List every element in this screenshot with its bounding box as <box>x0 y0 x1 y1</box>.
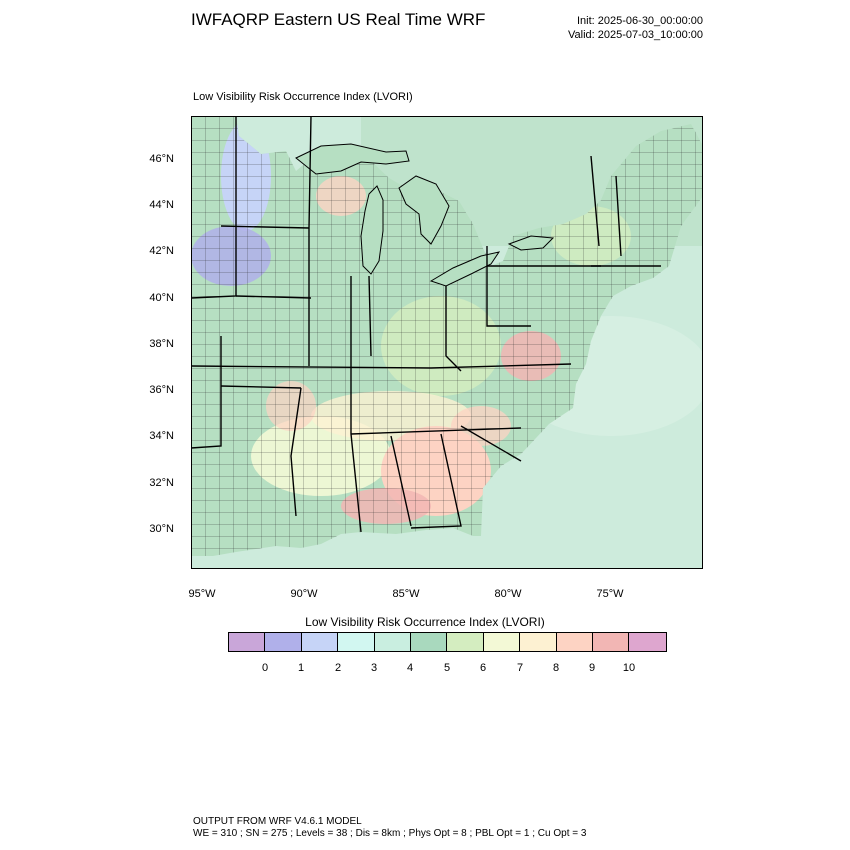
colorbar-swatch <box>629 633 666 651</box>
colorbar <box>228 632 667 652</box>
lat-label: 40°N <box>149 292 174 304</box>
model-footer: OUTPUT FROM WRF V4.6.1 MODEL WE = 310 ; … <box>193 816 586 840</box>
lake-superior <box>295 143 410 175</box>
init-time: Init: 2025-06-30_00:00:00 <box>577 15 703 27</box>
lat-label: 44°N <box>149 199 174 211</box>
colorbar-tick: 2 <box>334 662 342 674</box>
colorbar-tick: 9 <box>588 662 596 674</box>
colorbar-swatch <box>301 633 339 651</box>
colorbar-tick: 6 <box>479 662 487 674</box>
lon-label: 95°W <box>188 588 216 600</box>
lake-huron <box>398 175 450 245</box>
colorbar-swatch <box>592 633 630 651</box>
lon-label: 90°W <box>290 588 318 600</box>
colorbar-swatch <box>556 633 593 651</box>
colorbar-swatch <box>410 633 448 651</box>
valid-time: Valid: 2025-07-03_10:00:00 <box>568 29 703 41</box>
lat-label: 34°N <box>149 430 174 442</box>
colorbar-tick: 7 <box>516 662 524 674</box>
colorbar-tick: 0 <box>261 662 269 674</box>
lvori-map <box>191 116 703 569</box>
footer-model-line: OUTPUT FROM WRF V4.6.1 MODEL <box>193 816 362 827</box>
lake-michigan <box>360 185 384 275</box>
colorbar-swatch <box>338 633 375 651</box>
colorbar-tick: 1 <box>297 662 305 674</box>
colorbar-tick: 3 <box>370 662 378 674</box>
lat-label: 42°N <box>149 245 174 257</box>
colorbar-swatch <box>447 633 484 651</box>
lake-erie <box>429 251 501 287</box>
colorbar-swatch <box>520 633 557 651</box>
colorbar-swatch <box>483 633 521 651</box>
colorbar-swatch <box>229 633 266 651</box>
footer-config-line: WE = 310 ; SN = 275 ; Levels = 38 ; Dis … <box>193 828 587 839</box>
lat-label: 46°N <box>149 153 174 165</box>
colorbar-tick: 4 <box>406 662 414 674</box>
colorbar-swatch <box>265 633 302 651</box>
colorbar-tick: 8 <box>552 662 560 674</box>
run-time-info: Init: 2025-06-30_00:00:00 Valid: 2025-07… <box>568 14 703 42</box>
figure-title: IWFAQRP Eastern US Real Time WRF <box>191 10 486 29</box>
lat-label: 30°N <box>149 523 174 535</box>
lon-label: 75°W <box>596 588 624 600</box>
lon-label: 80°W <box>494 588 522 600</box>
lake-ontario <box>507 235 555 251</box>
map-frame <box>191 116 703 569</box>
lon-label: 85°W <box>392 588 420 600</box>
state-borders <box>191 116 661 533</box>
lat-label: 36°N <box>149 384 174 396</box>
lat-label: 32°N <box>149 477 174 489</box>
colorbar-title: Low Visibility Risk Occurrence Index (LV… <box>305 615 545 629</box>
lat-label: 38°N <box>149 338 174 350</box>
colorbar-tick: 10 <box>622 662 636 674</box>
colorbar-tick: 5 <box>443 662 451 674</box>
plot-label: Low Visibility Risk Occurrence Index (LV… <box>193 91 413 103</box>
colorbar-swatch <box>374 633 411 651</box>
